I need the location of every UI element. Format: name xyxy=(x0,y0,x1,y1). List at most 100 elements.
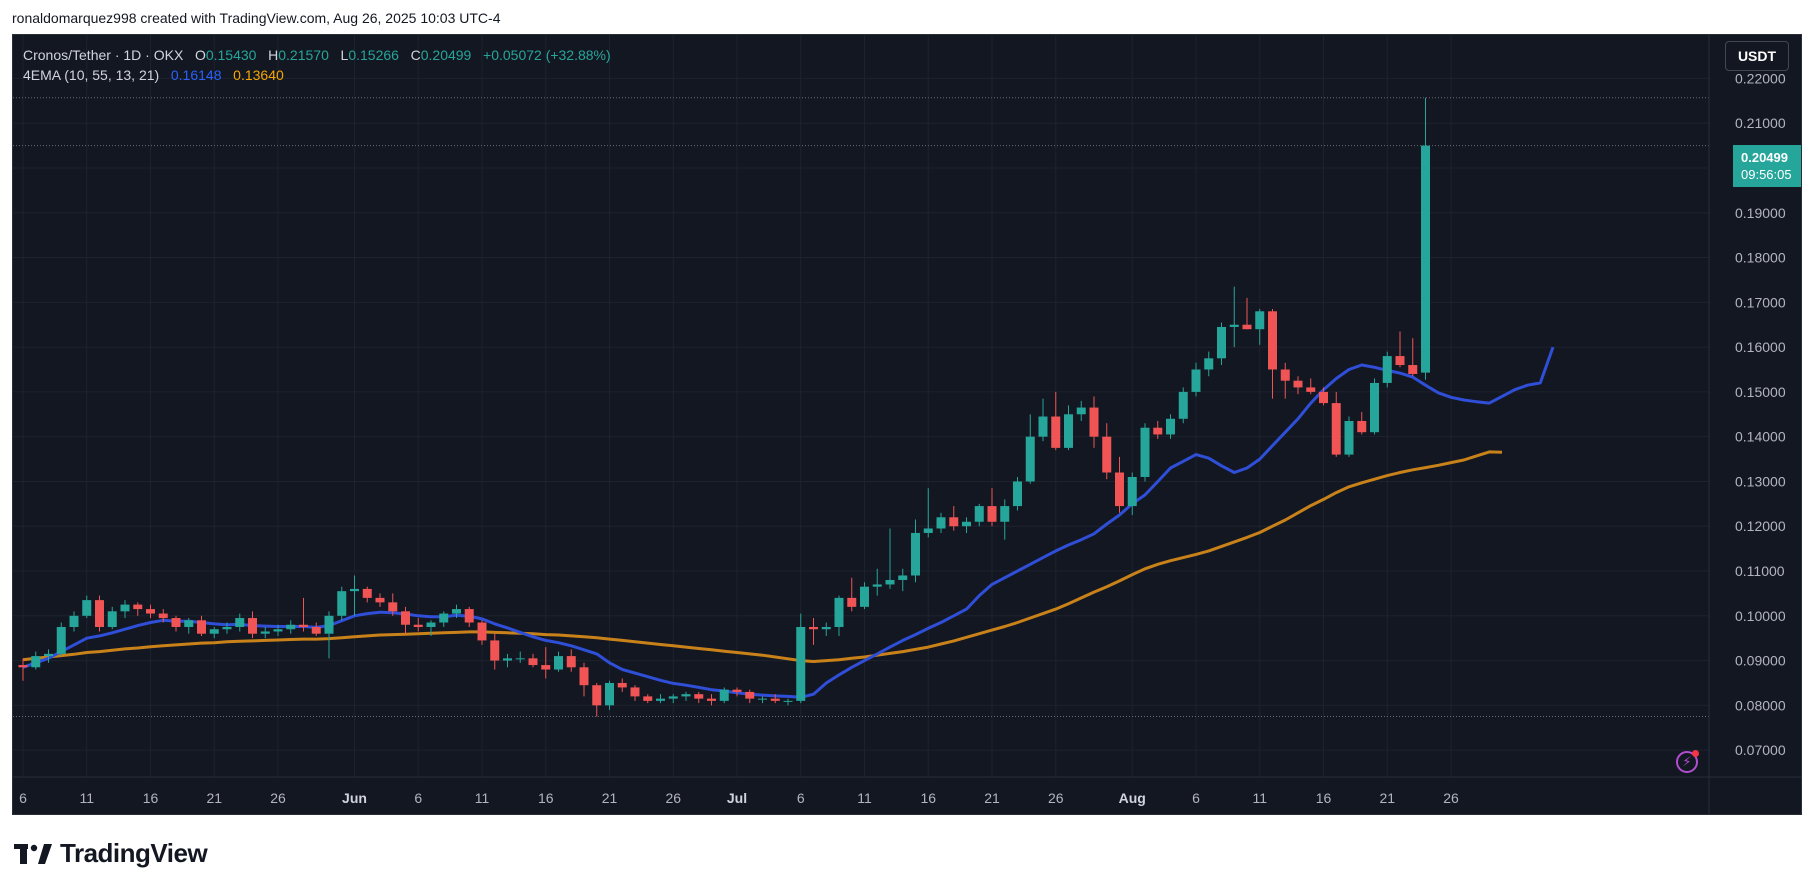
time-tick-label: 21 xyxy=(984,790,1000,806)
candle-body xyxy=(834,597,844,627)
brand[interactable]: TradingView xyxy=(14,838,208,869)
candle-body xyxy=(503,658,512,661)
candle-body xyxy=(1229,324,1239,327)
candle xyxy=(44,649,53,663)
reference-lines xyxy=(13,97,1709,718)
candle xyxy=(1344,416,1354,457)
candle-body xyxy=(1319,391,1328,404)
candle-body xyxy=(949,517,959,527)
candle-body xyxy=(758,698,767,700)
candle xyxy=(18,658,28,681)
candle-body xyxy=(388,602,398,612)
candle-body xyxy=(821,626,831,630)
candle xyxy=(1051,391,1061,451)
candle xyxy=(1293,376,1303,395)
candle-body xyxy=(847,597,857,607)
candle xyxy=(1000,499,1010,540)
candle-body xyxy=(1280,369,1290,381)
candle-body xyxy=(911,532,920,576)
candle xyxy=(1191,362,1201,397)
brand-name: TradingView xyxy=(60,838,208,868)
candle xyxy=(541,647,551,679)
candle-body xyxy=(439,613,449,623)
change-value: +0.05072 (+32.88%) xyxy=(483,47,611,63)
candle-body xyxy=(566,656,576,668)
candle-body xyxy=(770,698,780,701)
candle xyxy=(133,602,143,616)
ema-slow-line xyxy=(22,450,1503,663)
candle xyxy=(337,586,347,621)
candle-body xyxy=(133,604,143,610)
price-tick-label: 0.16000 xyxy=(1735,339,1786,355)
time-tick-label: 21 xyxy=(1379,790,1395,806)
candle xyxy=(668,694,678,704)
time-tick-label: 11 xyxy=(79,790,94,806)
close-value: 0.20499 xyxy=(420,47,472,63)
price-tick-label: 0.22000 xyxy=(1735,70,1786,86)
candle-body xyxy=(1025,436,1035,482)
candle xyxy=(694,691,704,704)
candle xyxy=(987,488,997,527)
grid-lines xyxy=(13,35,1709,777)
candle-body xyxy=(56,626,66,654)
candle-body xyxy=(1115,472,1124,507)
time-tick-label: 16 xyxy=(920,790,936,806)
candle xyxy=(885,528,895,589)
candle-body xyxy=(1051,416,1061,448)
candle-body xyxy=(299,624,308,627)
candle xyxy=(324,611,334,659)
high-value: 0.21570 xyxy=(278,47,329,63)
lightning-icon[interactable]: ⚡ xyxy=(1676,750,1699,773)
indicator-legend-row[interactable]: 4EMA (10, 55, 13, 21) 0.16148 0.13640 xyxy=(23,65,611,85)
currency-button[interactable]: USDT xyxy=(1725,41,1789,71)
candle-body xyxy=(707,698,716,701)
candle xyxy=(1127,472,1137,516)
candle-body xyxy=(1153,427,1163,435)
candle xyxy=(95,595,104,632)
candle xyxy=(107,606,117,630)
candle-body xyxy=(1178,391,1188,419)
time-tick-label: 16 xyxy=(538,790,554,806)
candle-body xyxy=(987,506,997,522)
price-tick-label: 0.21000 xyxy=(1735,115,1786,131)
close-label: C xyxy=(410,47,421,63)
candle xyxy=(681,691,691,701)
chart-panel[interactable]: 0.07000 0.08000 0.09000 0.10000 0.11000 0.120… xyxy=(12,34,1802,815)
candle xyxy=(56,622,66,657)
low-value: 0.15266 xyxy=(348,47,399,63)
price-chart[interactable]: 0.07000 0.08000 0.09000 0.10000 0.11000 0.120… xyxy=(13,35,1802,815)
tradingview-logo-icon xyxy=(14,843,52,864)
candle xyxy=(31,651,41,670)
candle-body xyxy=(209,629,219,634)
candle-body xyxy=(464,609,474,623)
candle xyxy=(1255,309,1265,345)
candle-body xyxy=(401,611,410,625)
candle-body xyxy=(1166,418,1175,435)
candle-body xyxy=(1191,369,1201,392)
price-tick-label: 0.08000 xyxy=(1735,697,1786,713)
price-tick-label: 0.18000 xyxy=(1735,250,1786,266)
candle xyxy=(375,593,385,607)
candle xyxy=(770,694,780,704)
time-tick-label: 21 xyxy=(602,790,618,806)
candle-body xyxy=(95,600,104,627)
chart-credit: ronaldomarquez998 created with TradingVi… xyxy=(12,10,501,26)
candle xyxy=(1382,351,1392,388)
candle xyxy=(974,503,984,527)
candle-body xyxy=(273,629,283,632)
candle xyxy=(1217,322,1226,366)
candle xyxy=(503,653,512,668)
candle xyxy=(439,611,449,627)
candle-body xyxy=(1204,358,1214,370)
candle xyxy=(1025,414,1035,484)
candle xyxy=(452,604,461,619)
candle xyxy=(401,606,410,634)
time-tick-label: 6 xyxy=(1192,790,1200,806)
candle-body xyxy=(796,626,806,701)
candle xyxy=(821,622,831,636)
candle-body xyxy=(1344,421,1354,455)
candle xyxy=(732,687,742,697)
candle-body xyxy=(18,665,28,668)
candle-body xyxy=(809,626,818,630)
candle-body xyxy=(656,698,665,701)
